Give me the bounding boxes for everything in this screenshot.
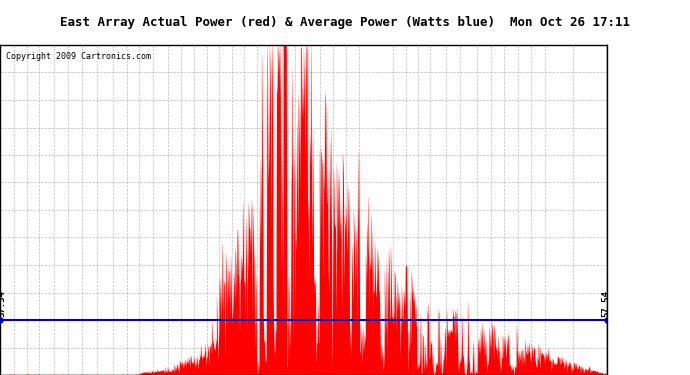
Text: 57.54: 57.54 <box>0 291 6 318</box>
Text: 57.54: 57.54 <box>601 291 611 318</box>
Text: Copyright 2009 Cartronics.com: Copyright 2009 Cartronics.com <box>6 52 151 61</box>
Text: East Array Actual Power (red) & Average Power (Watts blue)  Mon Oct 26 17:11: East Array Actual Power (red) & Average … <box>60 16 630 29</box>
